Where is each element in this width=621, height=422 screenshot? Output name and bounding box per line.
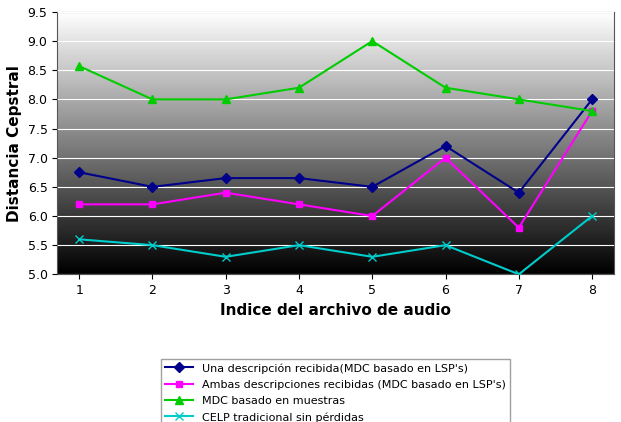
X-axis label: Indice del archivo de audio: Indice del archivo de audio: [220, 303, 451, 318]
Una descripción recibida(MDC basado en LSP's): [515, 190, 522, 195]
Una descripción recibida(MDC basado en LSP's): [295, 176, 302, 181]
Ambas descripciones recibidas (MDC basado en LSP's): [368, 214, 376, 219]
Una descripción recibida(MDC basado en LSP's): [442, 143, 449, 149]
Ambas descripciones recibidas (MDC basado en LSP's): [222, 190, 230, 195]
MDC basado en muestras: [515, 97, 522, 102]
Line: MDC basado en muestras: MDC basado en muestras: [75, 37, 596, 115]
MDC basado en muestras: [295, 85, 302, 90]
CELP tradicional sin pérdidas: [515, 272, 522, 277]
Legend: Una descripción recibida(MDC basado en LSP's), Ambas descripciones recibidas (MD: Una descripción recibida(MDC basado en L…: [161, 359, 510, 422]
CELP tradicional sin pérdidas: [76, 237, 83, 242]
MDC basado en muestras: [149, 97, 156, 102]
MDC basado en muestras: [442, 85, 449, 90]
Ambas descripciones recibidas (MDC basado en LSP's): [515, 225, 522, 230]
CELP tradicional sin pérdidas: [295, 243, 302, 248]
Ambas descripciones recibidas (MDC basado en LSP's): [588, 108, 596, 114]
Una descripción recibida(MDC basado en LSP's): [76, 170, 83, 175]
Una descripción recibida(MDC basado en LSP's): [222, 176, 230, 181]
CELP tradicional sin pérdidas: [368, 254, 376, 260]
CELP tradicional sin pérdidas: [588, 214, 596, 219]
Line: Una descripción recibida(MDC basado en LSP's): Una descripción recibida(MDC basado en L…: [76, 96, 596, 196]
CELP tradicional sin pérdidas: [149, 243, 156, 248]
Line: Ambas descripciones recibidas (MDC basado en LSP's): Ambas descripciones recibidas (MDC basad…: [76, 108, 596, 231]
MDC basado en muestras: [76, 64, 83, 69]
MDC basado en muestras: [222, 97, 230, 102]
MDC basado en muestras: [588, 108, 596, 114]
Una descripción recibida(MDC basado en LSP's): [588, 97, 596, 102]
Line: CELP tradicional sin pérdidas: CELP tradicional sin pérdidas: [75, 212, 596, 279]
Ambas descripciones recibidas (MDC basado en LSP's): [76, 202, 83, 207]
CELP tradicional sin pérdidas: [222, 254, 230, 260]
CELP tradicional sin pérdidas: [442, 243, 449, 248]
Una descripción recibida(MDC basado en LSP's): [149, 184, 156, 189]
Ambas descripciones recibidas (MDC basado en LSP's): [149, 202, 156, 207]
Y-axis label: Distancia Cepstral: Distancia Cepstral: [7, 65, 22, 222]
Una descripción recibida(MDC basado en LSP's): [368, 184, 376, 189]
Ambas descripciones recibidas (MDC basado en LSP's): [295, 202, 302, 207]
Ambas descripciones recibidas (MDC basado en LSP's): [442, 155, 449, 160]
MDC basado en muestras: [368, 38, 376, 43]
